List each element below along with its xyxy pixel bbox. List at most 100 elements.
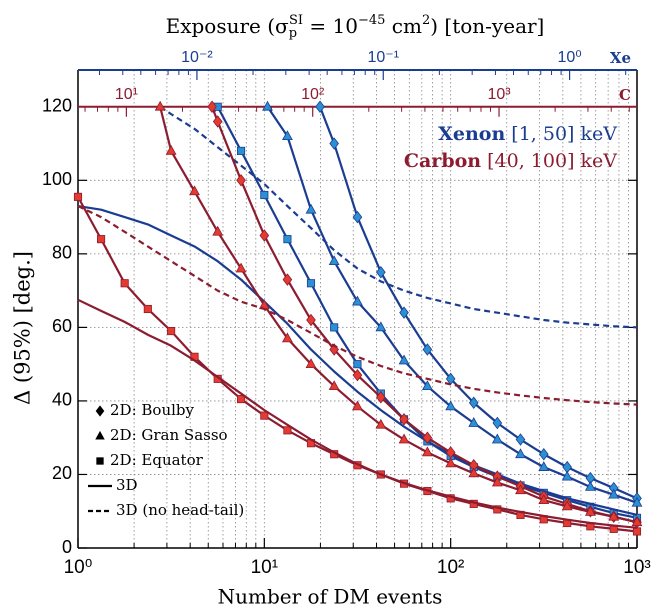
data-point [493,505,502,514]
data-point [236,395,246,404]
title-part: ) [ton-year] [430,14,544,38]
legend-label: 3D [116,476,138,494]
y-tick-label: 60 [52,316,72,336]
x-axis-label: Number of DM events [218,585,443,609]
data-point [328,380,340,391]
title-part: SI [289,13,303,28]
data-point [212,225,224,236]
data-point [328,255,340,266]
data-point [154,100,166,111]
top-axis-tick-label: 10⁻² [181,49,213,66]
legend-label: 2D: Gran Sasso [110,426,228,444]
data-point [305,203,317,214]
data-point [515,433,526,446]
data-point [97,235,106,244]
title-part: Exposure (σ [166,14,289,38]
data-point [608,510,620,521]
data-point [468,396,479,410]
data-point [421,380,433,391]
data-point [165,144,177,155]
data-point [167,327,176,336]
data-point [376,265,386,279]
x-tick-label: 10³ [623,557,650,578]
data-point [631,516,643,527]
data-point [282,273,293,286]
legend-symbol [96,457,104,465]
data-point [421,446,433,457]
data-point [399,306,409,319]
data-point [631,496,643,507]
x-tick-label: 10² [437,557,464,578]
top-axis-tick-label: 10³ [487,86,511,103]
title-part: p [289,26,297,41]
data-point [236,174,246,187]
data-point [283,235,292,244]
legend-symbol [95,430,105,440]
series-line [159,106,638,524]
data-point [632,527,642,536]
data-point [561,470,573,481]
annotation: Carbon [40, 100] keV [404,150,617,172]
data-point [538,494,550,505]
top-axis-label: C [619,86,631,104]
data-point [262,100,273,111]
x-tick-label: 10¹ [251,557,278,578]
data-point [329,137,339,150]
data-point [212,115,223,128]
annotation-text: [1, 50] keV [505,123,617,145]
data-point [491,476,503,487]
data-point [352,210,363,224]
x-tick-label: 10⁰ [64,557,93,578]
data-point [352,368,363,382]
data-point [538,461,550,471]
data-point [207,100,217,114]
data-point [120,279,129,288]
data-point [375,321,387,332]
data-point [260,190,269,200]
data-point [305,358,317,368]
data-point [306,313,316,327]
data-point [353,360,362,369]
annotation-text: [40, 100] keV [481,150,617,172]
y-tick-label: 80 [52,243,72,263]
data-point [375,418,387,429]
data-point [538,447,549,461]
data-point [491,433,503,444]
data-point [515,484,526,495]
y-axis-label: Δ (95%) [deg.] [11,251,35,405]
data-point [283,426,292,435]
data-point [306,279,316,288]
data-point [422,431,433,444]
data-point [376,391,386,404]
data-point [282,130,293,141]
annotation-bold: Xenon [438,123,505,145]
data-point [468,467,480,478]
data-point [73,192,83,201]
data-point [445,457,457,468]
data-point [236,146,246,155]
data-point [608,488,620,499]
y-tick-label: 100 [42,169,72,189]
title-part: −45 [358,13,385,28]
top-axis-tick-label: 10⁰ [557,49,581,66]
data-point [329,343,339,356]
data-point [260,411,269,420]
data-point [282,332,293,343]
data-point [584,505,596,516]
y-tick-label: 120 [42,96,72,116]
data-point [352,295,363,306]
top-axis-tick-label: 10² [301,86,325,103]
title-part: cm [385,14,422,38]
data-point [315,100,325,114]
data-point [352,400,363,411]
data-point [515,448,526,459]
data-point [584,480,596,491]
title-part: 2 [422,13,430,28]
annotation-bold: Carbon [404,150,481,172]
top-axis-title: Exposure (σpSI = 10−45 cm2) [ton-year] [166,13,545,41]
legend-symbol [95,405,105,417]
data-point [143,304,152,314]
data-point [398,354,410,365]
legend-label: 3D (no head-tail) [116,501,244,519]
